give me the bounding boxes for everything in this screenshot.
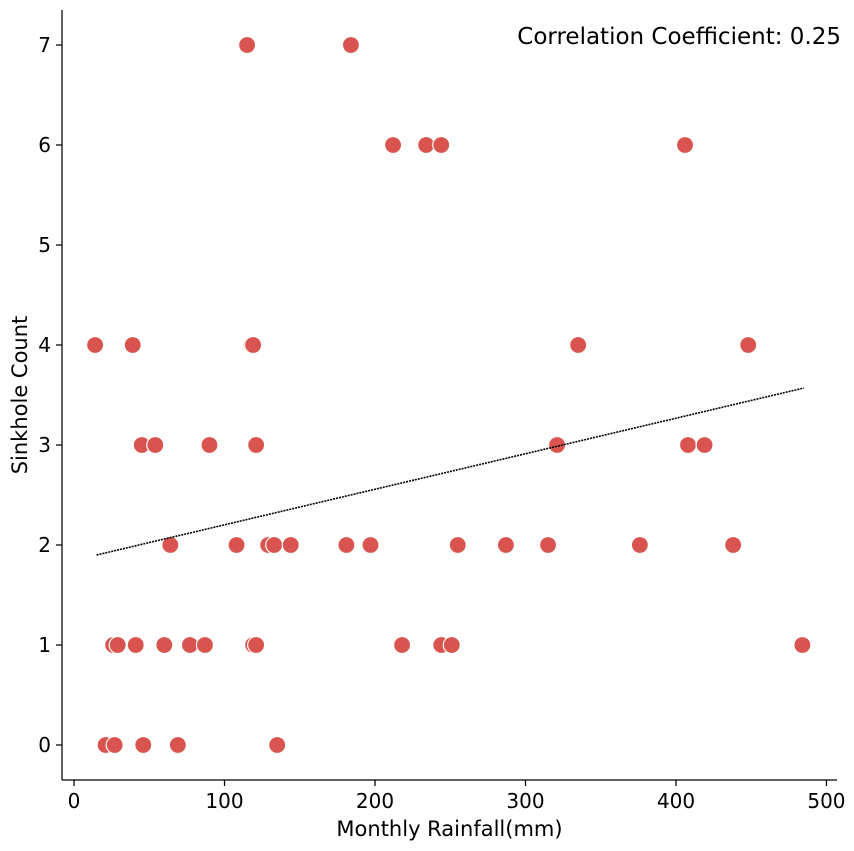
x-tick-label: 300 (506, 789, 544, 813)
y-tick-label: 1 (38, 633, 51, 657)
data-point (547, 435, 567, 455)
x-tick-label: 200 (356, 789, 394, 813)
data-point (134, 735, 153, 755)
data-point (227, 535, 246, 555)
y-tick-label: 5 (38, 233, 51, 257)
data-point (155, 635, 174, 655)
data-point (265, 535, 284, 555)
data-point (200, 435, 219, 455)
data-point (432, 135, 451, 155)
trend-line (96, 387, 805, 556)
data-point (237, 35, 257, 55)
data-point (739, 335, 758, 355)
correlation-annotation: Correlation Coefficient: 0.25 (517, 24, 841, 50)
y-tick-label: 6 (38, 133, 51, 157)
data-point (630, 535, 649, 555)
data-point (161, 535, 180, 555)
y-tick-label: 4 (38, 333, 51, 357)
data-point (244, 335, 263, 355)
data-point (569, 335, 588, 355)
data-point (168, 735, 187, 755)
data-point (268, 735, 287, 755)
data-point (281, 535, 300, 555)
data-point (247, 635, 266, 655)
data-point (392, 635, 412, 655)
y-tick-label: 3 (38, 433, 51, 457)
y-axis-title: Sinkhole Count (8, 316, 32, 475)
data-point (341, 35, 361, 55)
data-point (126, 635, 145, 655)
x-tick-label: 500 (807, 789, 845, 813)
data-point (695, 435, 714, 455)
x-tick-label: 0 (68, 789, 81, 813)
data-point (361, 535, 380, 555)
y-tick-label: 0 (38, 733, 51, 757)
data-point (448, 535, 467, 555)
x-axis-title: Monthly Rainfall(mm) (336, 817, 562, 841)
data-point (195, 635, 215, 655)
data-point (247, 435, 266, 455)
y-axis-ticks: 0 1 2 3 4 5 6 7 (38, 33, 62, 757)
data-point (123, 335, 142, 355)
data-point (724, 535, 743, 555)
data-point (678, 435, 698, 455)
data-point (105, 735, 124, 755)
data-point (146, 435, 165, 455)
x-tick-label: 100 (205, 789, 243, 813)
points-layer (86, 35, 812, 755)
x-tick-label: 400 (657, 789, 695, 813)
data-point (86, 335, 105, 355)
data-point (538, 535, 558, 555)
x-axis-ticks: 0 100 200 300 400 500 (68, 780, 846, 813)
data-point (383, 135, 403, 155)
data-point (793, 635, 812, 655)
y-tick-label: 7 (38, 33, 51, 57)
data-point (442, 635, 461, 655)
y-tick-label: 2 (38, 533, 51, 557)
data-point (108, 635, 127, 655)
data-point (496, 535, 516, 555)
data-point (337, 535, 356, 555)
data-point (675, 135, 695, 155)
